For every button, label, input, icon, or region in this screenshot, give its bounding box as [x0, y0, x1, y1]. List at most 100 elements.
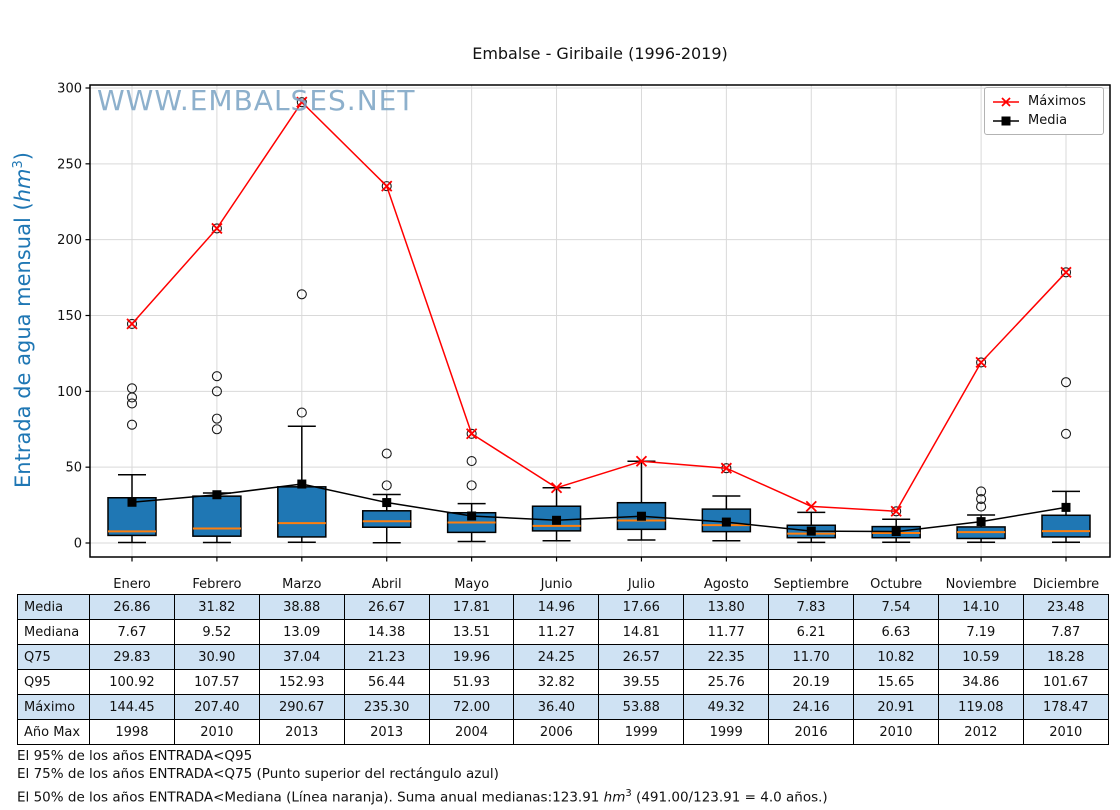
table-cell: 101.67: [1022, 669, 1109, 695]
x-tick-label: Noviembre: [946, 577, 1017, 592]
table-cell: 2010: [853, 719, 939, 745]
table-cell: 20.19: [768, 669, 855, 695]
gridlines: [90, 85, 1110, 557]
footnote-mediana-text: El 50% de los años ENTRADA<Mediana (Líne…: [17, 789, 604, 806]
row-label: Q95: [17, 669, 90, 695]
table-cell: 23.48: [1022, 594, 1109, 620]
table-cell: 7.67: [89, 619, 175, 645]
table-cell: 30.90: [173, 644, 260, 670]
table-cell: 207.40: [173, 694, 260, 720]
row-label: Q75: [17, 644, 90, 670]
x-tick-label: Julio: [627, 577, 655, 592]
outlier-point: [466, 456, 477, 467]
outlier-point: [211, 223, 222, 234]
outlier-point: [211, 424, 222, 435]
table-cell: 17.66: [598, 594, 685, 620]
y-tick-label: 300: [57, 81, 82, 96]
table-cell: 20.91: [853, 694, 939, 720]
chart-title: Embalse - Giribaile (1996-2019): [472, 44, 728, 63]
table-cell: 290.67: [258, 694, 345, 720]
table-cell: 56.44: [343, 669, 430, 695]
table-cell: 119.08: [937, 694, 1024, 720]
table-cell: 144.45: [89, 694, 175, 720]
media-point: [552, 515, 562, 525]
outlier-point: [976, 486, 987, 497]
table-cell: 51.93: [428, 669, 515, 695]
table-cell: 72.00: [428, 694, 515, 720]
outlier-point: [381, 480, 392, 491]
table-cell: 1998: [89, 719, 175, 745]
table-cell: 24.16: [768, 694, 855, 720]
media-point: [721, 517, 731, 527]
legend: Máximos Media: [984, 87, 1104, 135]
table-cell: 11.77: [683, 619, 770, 645]
box: [1041, 514, 1091, 538]
table-cell: 22.35: [683, 644, 770, 670]
table-cell: 178.47: [1022, 694, 1109, 720]
table-row-q95: Q95 100.92 107.57 152.93 56.44 51.93 32.82 39.5…: [17, 669, 1109, 695]
table-cell: 32.82: [513, 669, 600, 695]
x-tick-label: Septiembre: [774, 577, 849, 592]
media-point: [467, 511, 477, 521]
legend-item-media: Media: [991, 111, 1097, 130]
table-cell: 2013: [343, 719, 430, 745]
table-cell: 7.19: [937, 619, 1024, 645]
row-label: Media: [17, 594, 90, 620]
footnote-mediana: El 50% de los años ENTRADA<Mediana (Líne…: [17, 785, 828, 807]
media-point: [891, 527, 901, 537]
media-point: [1061, 502, 1071, 512]
outlier-point: [466, 428, 477, 439]
media-point: [636, 511, 646, 521]
table-cell: 11.27: [513, 619, 600, 645]
outlier-point: [296, 289, 307, 300]
table-cell: 10.59: [937, 644, 1024, 670]
row-label: Máximo: [17, 694, 90, 720]
outlier-point: [1060, 267, 1072, 278]
y-axis: 0 50 100 150 200 250 300: [57, 81, 90, 552]
maximos-marker-icon: [993, 96, 1019, 107]
footnotes: El 95% de los años ENTRADA<Q95 El 75% de…: [17, 748, 828, 807]
table-cell: 24.25: [513, 644, 600, 670]
table-cell: 107.57: [173, 669, 260, 695]
media-point: [212, 490, 222, 500]
media-point: [297, 479, 307, 489]
table-cell: 37.04: [258, 644, 345, 670]
table-cell: 6.21: [768, 619, 855, 645]
table-cell: 7.87: [1022, 619, 1109, 645]
table-cell: 2010: [173, 719, 260, 745]
table-cell: 53.88: [598, 694, 685, 720]
outlier-point: [1060, 377, 1072, 388]
outlier-point: [976, 493, 987, 505]
boxplots: [107, 425, 1091, 544]
table-row-q75: Q75 29.83 30.90 37.04 21.23 19.96 24.25 26.57 22…: [17, 644, 1109, 670]
table-cell: 29.83: [89, 644, 175, 670]
outlier-point: [126, 318, 138, 329]
legend-label-maximos: Máximos: [1028, 94, 1086, 109]
media-series: [127, 479, 1071, 537]
table-cell: 25.76: [683, 669, 770, 695]
media-point: [382, 498, 392, 508]
table-cell: 26.57: [598, 644, 685, 670]
x-tick-label: Enero: [113, 577, 151, 592]
legend-label-media: Media: [1028, 113, 1068, 128]
table-cell: 39.55: [598, 669, 685, 695]
y-tick-label: 100: [57, 385, 82, 400]
table-cell: 26.86: [89, 594, 175, 620]
table-cell: 1999: [683, 719, 770, 745]
table-cell: 152.93: [258, 669, 345, 695]
x-axis: Enero Febrero Marzo Abril Mayo Junio Julio Agos…: [113, 557, 1099, 592]
footnote-q75: El 75% de los años ENTRADA<Q75 (Punto su…: [17, 765, 499, 782]
table-cell: 14.38: [343, 619, 430, 645]
table-cell: 10.82: [853, 644, 939, 670]
outlier-point: [381, 448, 392, 459]
table-cell: 31.82: [173, 594, 260, 620]
outlier-point: [126, 398, 138, 409]
table-row-a-o-max: Año Max 1998 2010 2013 2013 2004 2006 1999 1999 2…: [17, 719, 1109, 745]
table-cell: 26.67: [343, 594, 430, 620]
x-tick-label: Agosto: [704, 577, 749, 592]
outlier-point: [296, 407, 307, 418]
footnote-mediana-unit: hm: [603, 789, 626, 806]
table-cell: 2013: [258, 719, 345, 745]
table-row-m-ximo: Máximo 144.45 207.40 290.67 235.30 72.00 36.40…: [17, 694, 1109, 720]
